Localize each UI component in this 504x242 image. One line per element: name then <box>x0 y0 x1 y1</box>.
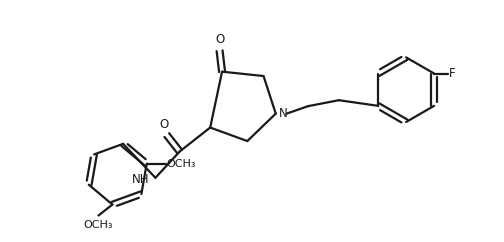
Text: O: O <box>160 118 169 131</box>
Text: OCH₃: OCH₃ <box>84 220 113 230</box>
Text: F: F <box>449 67 456 80</box>
Text: N: N <box>279 107 288 120</box>
Text: NH: NH <box>132 173 150 186</box>
Text: OCH₃: OCH₃ <box>167 159 196 169</box>
Text: O: O <box>215 33 224 46</box>
